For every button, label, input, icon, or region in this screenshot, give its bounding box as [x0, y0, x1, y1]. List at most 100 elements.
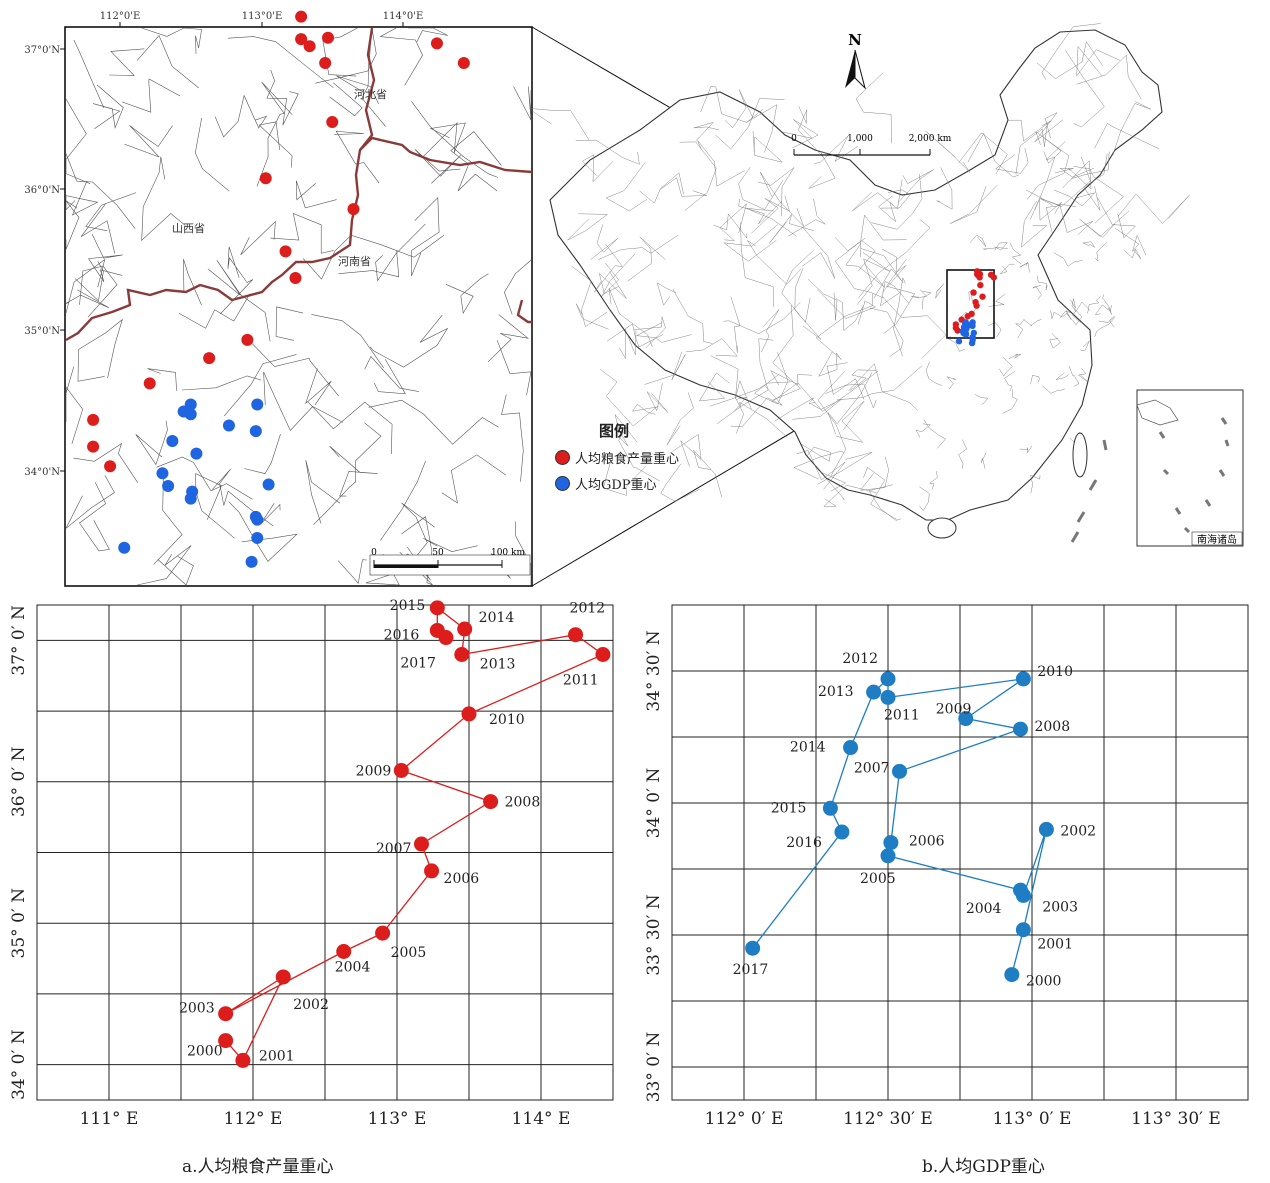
year-label-2003: 2003	[179, 1001, 215, 1017]
legend-item-grain: 人均粮食产量重心	[555, 448, 680, 467]
x-tick-label-2: 113° 0′ E	[993, 1109, 1072, 1129]
point-2015	[822, 800, 838, 816]
point-2002	[1038, 821, 1054, 837]
year-label-2017: 2017	[400, 656, 436, 672]
gdp-centroid-points	[118, 398, 275, 568]
year-label-2001: 2001	[1037, 937, 1073, 953]
grain-point-2006	[289, 272, 302, 285]
x-tick-label-0: 112° 0′ E	[705, 1109, 784, 1129]
point-2004	[1012, 882, 1028, 898]
grain-centroid-chart: 111° E 112° E 113° E 114° E 34° 0′ N 35° 0′ N…	[9, 598, 614, 1129]
grain-point-2013	[319, 57, 332, 70]
y-tick-label-2: 34° 0′ N	[644, 768, 664, 839]
scale-bar: 0 50 100 km	[369, 548, 531, 576]
x-tick-label-3: 114° E	[512, 1109, 571, 1129]
gdp-point-2001	[251, 531, 264, 544]
year-label-2008: 2008	[505, 795, 541, 811]
gdp-point-2006	[186, 485, 199, 498]
point-2007	[413, 836, 429, 852]
gdp-point-2007	[190, 447, 203, 460]
x-tick-label-0: 111° E	[80, 1109, 139, 1129]
year-label-2006: 2006	[444, 871, 480, 887]
year-label-2005: 2005	[860, 871, 896, 887]
lon-tick-112: 112°0'E	[100, 11, 141, 22]
x-tick-label-1: 112° E	[224, 1109, 283, 1129]
point-2012	[880, 671, 896, 687]
south-china-sea-inset: 南海诸岛	[1136, 389, 1244, 547]
point-2008	[483, 794, 499, 810]
year-label-2007: 2007	[376, 841, 412, 857]
scale-label-0: 0	[371, 548, 377, 558]
legend-label-grain: 人均粮食产量重心	[575, 451, 680, 467]
grain-point-2010	[326, 116, 339, 129]
mini-grain-2001	[954, 327, 961, 334]
mini-grain-2003	[952, 321, 960, 328]
hainan-island	[927, 517, 957, 539]
north-label: N	[848, 31, 862, 49]
province-label-henan: 河南省	[338, 255, 371, 268]
grain-point-2001	[104, 460, 117, 473]
study-area-points	[952, 268, 998, 347]
mini-gdp-2004	[969, 333, 976, 341]
mini-grain-2017	[974, 271, 982, 279]
china-overview-map: N 0 1,000 2,000 km 南海诸岛	[530, 23, 1244, 587]
year-label-2002: 2002	[293, 997, 329, 1013]
point-2008	[1012, 721, 1028, 737]
trajectory-line	[752, 677, 1048, 975]
point-2001	[235, 1052, 251, 1068]
grain-point-2016	[295, 33, 308, 46]
gdp-point-2004	[249, 510, 262, 523]
gdp-point-2002	[262, 478, 275, 491]
point-2013	[866, 684, 882, 700]
grain-point-2004	[203, 352, 216, 365]
point-2000	[218, 1033, 234, 1049]
point-2015	[429, 600, 445, 616]
caption-a: a.人均粮食产量重心	[182, 1157, 334, 1177]
province-label-hebei: 河北省	[354, 88, 387, 101]
lat-tick-marks	[60, 48, 65, 472]
china-outline	[549, 29, 1163, 521]
grain-point-2005	[241, 333, 254, 346]
year-label-2017: 2017	[733, 962, 769, 978]
year-label-2010: 2010	[1037, 664, 1073, 680]
china-scale-1000: 1,000	[847, 134, 873, 144]
y-tick-label-3: 34° 30′ N	[644, 630, 664, 711]
year-label-2007: 2007	[854, 760, 890, 776]
gdp-centroid-chart: 112° 0′ E 112° 30′ E 113° 0′ E 113° 30′ E 33…	[644, 604, 1249, 1129]
grain-point-2003	[87, 413, 100, 426]
point-2013	[454, 647, 470, 662]
gdp-point-2014	[166, 434, 179, 447]
gdp-point-2013	[177, 405, 190, 418]
x-tick-label-3: 113° 30′ E	[1131, 1109, 1221, 1129]
point-2017	[745, 940, 761, 956]
point-2000	[1004, 967, 1020, 983]
year-label-2000: 2000	[187, 1044, 223, 1060]
mini-grain-2010	[977, 281, 984, 289]
legend-swatch-grain	[555, 449, 570, 465]
point-2007	[892, 763, 908, 779]
grain-point-2002	[143, 377, 156, 390]
grain-point-2011	[457, 57, 470, 70]
year-label-2003: 2003	[1042, 899, 1078, 915]
gdp-point-2015	[156, 467, 169, 480]
lon-tick-114: 114°0'E	[383, 11, 424, 22]
map-legend: 图例 人均粮食产量重心 人均GDP重心	[555, 420, 725, 500]
grain-centroid-points	[87, 10, 470, 473]
lat-tick-35: 35°0'N	[24, 326, 60, 337]
gdp-point-2010	[251, 398, 264, 411]
china-scale-0: 0	[791, 134, 797, 144]
point-2002	[275, 969, 291, 985]
gdp-point-2017	[118, 541, 131, 554]
point-2011	[880, 689, 896, 705]
year-label-2009: 2009	[936, 702, 972, 718]
gdp-point-2008	[249, 425, 262, 438]
scale-label-100: 100 km	[491, 548, 525, 558]
point-2012	[568, 627, 584, 643]
point-2004	[336, 944, 352, 959]
y-tick-label-1: 35° 0′ N	[9, 888, 29, 959]
mini-grain-2008	[979, 293, 986, 300]
year-label-2008: 2008	[1034, 719, 1070, 735]
lat-tick-37: 37°0'N	[24, 45, 60, 56]
mini-grain-2007	[972, 298, 979, 306]
year-label-2014: 2014	[790, 740, 826, 756]
